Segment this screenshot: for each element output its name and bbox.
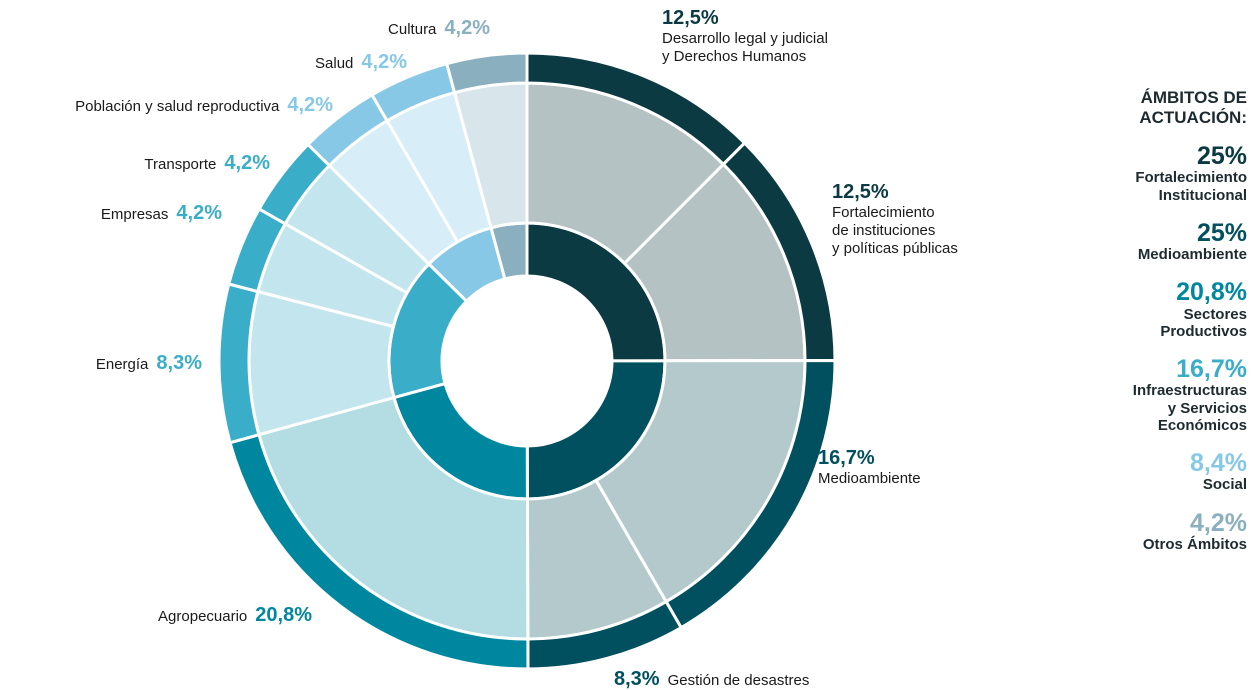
sector-value-label: 16,7% [818,447,875,469]
sector-label: 12,5% Fortalecimiento de instituciones y … [832,180,958,258]
legend-name: Medioambiente [1137,246,1247,264]
sector-name: Salud [315,55,354,72]
sector-name: Gestión de desastres [667,672,810,689]
sector-value-label: 4,2% [444,17,490,39]
legend-name: Sectores Productivos [1160,305,1247,340]
legend-value: 20,8% [1176,278,1247,307]
sector-label: 12,5% Desarrollo legal y judicial y Derec… [662,6,828,66]
sector-name: Cultura [388,21,437,38]
legend-value: 16,7% [1176,355,1247,384]
outer-band [444,51,529,95]
sector-label: 8,3% Gestión de desastres [614,667,809,690]
sector-label: Cultura 4,2% [388,16,490,40]
legend-value: 25% [1196,218,1247,247]
sector-value-label: 4,2% [224,152,270,174]
sector-name: Agropecuario [158,608,248,625]
sector-name: Medioambiente [818,470,921,487]
sector-value-label: 12,5% [832,181,889,203]
legend-value: 4,2% [1190,508,1247,537]
legend-name: Social [1202,476,1247,494]
legend-value: 8,4% [1190,449,1247,478]
sector-value-label: 8,3% [156,352,202,374]
sector-label: Empresas 4,2% [101,201,222,225]
legend-name: Infraestructuras y Servicios Económicos [1132,382,1247,434]
sector-value-label: 20,8% [255,604,312,626]
sector-value-label: 4,2% [287,94,333,116]
sector-label: Salud 4,2% [315,50,407,74]
sector-label: Transporte 4,2% [144,151,270,175]
sector-label: Población y salud reproductiva 4,2% [75,93,333,117]
sector-name: Transporte [144,156,217,173]
legend: ÁMBITOS DE ACTUACIÓN: 25% Fortalecimiento… [1133,88,1247,569]
sector-label: Energía 8,3% [96,351,202,375]
sector-value-label: 4,2% [361,51,407,73]
sector-label: 16,7% Medioambiente [818,446,921,488]
sector-name: Empresas [100,206,169,223]
legend-name: Otros Ámbitos [1142,535,1247,553]
legend-title: ÁMBITOS DE ACTUACIÓN: [1139,88,1247,127]
sector-label: Agropecuario 20,8% [158,603,312,627]
sector-value-label: 12,5% [662,7,719,29]
sector-value-label: 4,2% [176,202,222,224]
sector-name: Población y salud reproductiva [75,98,280,115]
legend-name: Fortalecimiento Institucional [1135,169,1247,204]
sector-value-label: 8,3% [614,668,660,690]
sector-name: Fortalecimiento de instituciones y polít… [832,204,958,257]
sector-name: Energía [95,356,149,373]
legend-value: 25% [1196,142,1247,171]
sector-name: Desarrollo legal y judicial y Derechos H… [662,30,828,65]
